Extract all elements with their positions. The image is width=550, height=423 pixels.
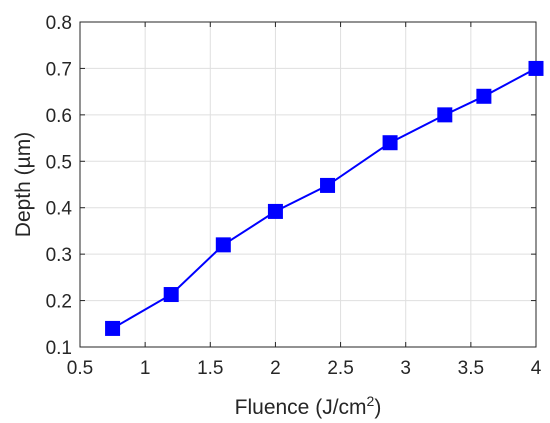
axes-box [79, 21, 537, 348]
y-tick-label-1: 0.2 [46, 292, 72, 313]
grid-lines [79, 21, 537, 348]
data-point-0-1 [163, 287, 179, 303]
data-point-0-0 [105, 320, 121, 336]
data-series [105, 60, 544, 336]
y-tick-label-2: 0.3 [46, 245, 72, 266]
x-tick-label-0: 0.5 [67, 358, 93, 379]
data-point-0-2 [215, 237, 231, 253]
axes [79, 21, 537, 348]
y-tick-label-5: 0.6 [46, 106, 72, 127]
data-point-0-8 [528, 60, 544, 76]
x-tick-label-1: 1 [140, 358, 151, 379]
y-tick-label-0: 0.1 [46, 338, 72, 359]
x-tick-label-7: 4 [531, 358, 542, 379]
y-axis-label: Depth (µm) [12, 132, 35, 237]
data-point-0-7 [476, 88, 492, 104]
data-point-0-6 [437, 107, 453, 123]
x-tick-label-5: 3 [400, 358, 411, 379]
data-point-0-5 [382, 135, 398, 151]
x-axis-label-suffix: ) [374, 396, 381, 419]
data-point-0-4 [320, 177, 336, 193]
y-tick-label-6: 0.7 [46, 59, 72, 80]
x-tick-label-4: 2.5 [327, 358, 353, 379]
x-axis-label-text: Fluence (J/cm [235, 396, 367, 419]
y-tick-label-3: 0.4 [46, 199, 73, 220]
x-axis-label: Fluence (J/cm2) [235, 393, 382, 419]
plot-area-background [80, 22, 536, 347]
x-tick-label-3: 2 [270, 358, 281, 379]
y-tick-label-7: 0.8 [46, 13, 72, 34]
x-tick-label-2: 1.5 [197, 358, 223, 379]
tick-labels: 0.5 1 1.5 2 2.5 3 3.5 4 0.1 0.2 0.3 0.4 0.5 0.6 0.7 0.8 [46, 13, 542, 379]
data-point-0-3 [267, 203, 283, 219]
x-axis-label-superscript: 2 [367, 393, 375, 409]
y-tick-label-4: 0.5 [46, 152, 72, 173]
x-tick-label-6: 3.5 [458, 358, 484, 379]
